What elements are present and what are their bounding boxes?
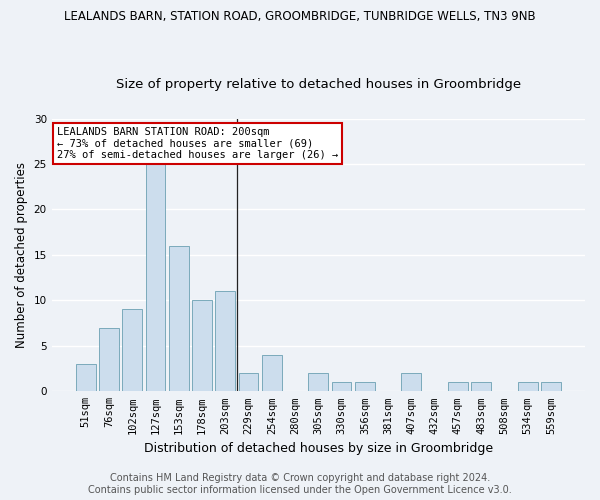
Bar	[308, 373, 328, 392]
Bar	[355, 382, 375, 392]
Bar	[239, 373, 259, 392]
Bar	[146, 164, 166, 392]
Bar	[262, 355, 282, 392]
Text: Contains HM Land Registry data © Crown copyright and database right 2024.
Contai: Contains HM Land Registry data © Crown c…	[88, 474, 512, 495]
Title: Size of property relative to detached houses in Groombridge: Size of property relative to detached ho…	[116, 78, 521, 91]
Bar	[76, 364, 95, 392]
Text: LEALANDS BARN, STATION ROAD, GROOMBRIDGE, TUNBRIDGE WELLS, TN3 9NB: LEALANDS BARN, STATION ROAD, GROOMBRIDGE…	[64, 10, 536, 23]
Bar	[99, 328, 119, 392]
Bar	[401, 373, 421, 392]
Bar	[448, 382, 468, 392]
Y-axis label: Number of detached properties: Number of detached properties	[15, 162, 28, 348]
Text: LEALANDS BARN STATION ROAD: 200sqm
← 73% of detached houses are smaller (69)
27%: LEALANDS BARN STATION ROAD: 200sqm ← 73%…	[57, 126, 338, 160]
X-axis label: Distribution of detached houses by size in Groombridge: Distribution of detached houses by size …	[144, 442, 493, 455]
Bar	[541, 382, 561, 392]
Bar	[122, 310, 142, 392]
Bar	[215, 292, 235, 392]
Bar	[471, 382, 491, 392]
Bar	[518, 382, 538, 392]
Bar	[192, 300, 212, 392]
Bar	[332, 382, 352, 392]
Bar	[169, 246, 188, 392]
